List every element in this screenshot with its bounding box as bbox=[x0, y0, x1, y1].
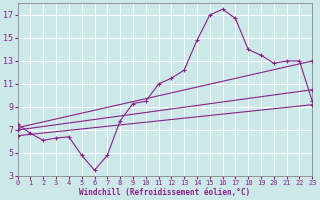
X-axis label: Windchill (Refroidissement éolien,°C): Windchill (Refroidissement éolien,°C) bbox=[79, 188, 251, 197]
